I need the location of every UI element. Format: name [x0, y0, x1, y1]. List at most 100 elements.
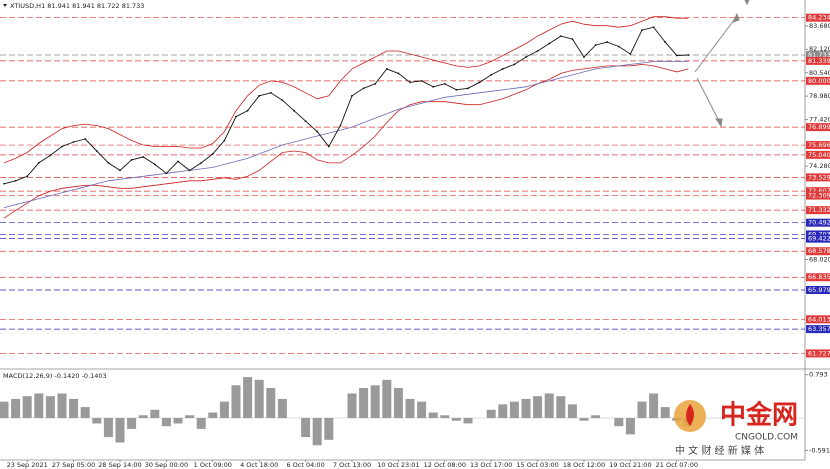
level-label: 76.899	[808, 123, 830, 131]
close-point	[687, 54, 690, 56]
close-point	[316, 130, 319, 133]
close-point	[455, 88, 458, 91]
close-point	[281, 99, 284, 102]
level-label: 80.000	[808, 77, 830, 85]
macd-bar	[208, 412, 218, 418]
y-tick-label: 78.980	[809, 92, 830, 100]
close-point	[641, 29, 643, 32]
level-label: 68.578	[808, 247, 830, 255]
macd-bar	[312, 418, 322, 446]
close-point	[397, 72, 400, 75]
macd-bar	[22, 396, 32, 418]
close-point	[675, 54, 678, 57]
level-label-box	[806, 349, 830, 358]
x-tick-label: 7 Oct 13:00	[333, 461, 371, 469]
macd-bar	[185, 415, 195, 418]
close-point	[188, 169, 191, 172]
close-point	[49, 154, 52, 157]
macd-bar	[161, 418, 171, 427]
macd-bar	[173, 418, 183, 424]
level-label: 84.234	[808, 14, 830, 22]
macd-bar	[324, 418, 334, 440]
macd-bar	[591, 415, 601, 418]
macd-bar	[428, 412, 438, 418]
level-label-box	[806, 273, 830, 282]
macd-bar	[382, 379, 392, 418]
close-point	[536, 50, 539, 52]
chart-title: XTIUSD,H1 81.941 81.941 81.722 81.733	[10, 2, 144, 10]
close-point	[525, 56, 527, 58]
close-point	[84, 138, 87, 140]
y-tick-label: 68.020	[809, 256, 830, 264]
level-label: 72.309	[808, 192, 830, 200]
macd-bar	[637, 401, 647, 418]
close-point	[490, 73, 493, 76]
close-point	[37, 161, 40, 164]
close-point	[362, 87, 365, 90]
close-point	[548, 42, 551, 45]
x-tick-label: 12 Oct 08:00	[424, 461, 466, 469]
macd-bar	[359, 388, 369, 418]
close-point	[269, 91, 272, 94]
level-label-box	[806, 286, 830, 295]
close-point	[629, 53, 632, 55]
close-point	[14, 179, 17, 182]
macd-title: MACD(12,26,9) -0.1420 -0.1403	[3, 372, 107, 380]
y-tick-label: -0.5918	[809, 446, 830, 454]
macd-bar	[0, 401, 9, 418]
level-label-box	[806, 234, 830, 243]
level-label: 69.703	[808, 230, 830, 238]
macd-bar	[440, 415, 450, 418]
x-tick-label: 18 Oct 12:00	[563, 461, 605, 469]
close-point	[594, 44, 597, 46]
close-point	[3, 182, 5, 185]
close-point	[467, 87, 469, 90]
macd-bar	[266, 388, 276, 418]
menu-arrow	[3, 4, 7, 7]
level-label: 70.492	[808, 219, 830, 227]
series-line	[3, 26, 689, 185]
arrows	[694, 0, 750, 128]
close-point	[107, 161, 110, 164]
close-point	[652, 26, 655, 29]
close-point	[223, 139, 226, 142]
level-label: 61.727	[808, 349, 830, 357]
close-point	[501, 68, 504, 70]
close-point	[258, 94, 261, 97]
macd-bar	[370, 385, 380, 418]
x-tick-label: 10 Oct 23:01	[377, 461, 419, 469]
y-tick-label: 82.120	[809, 45, 830, 53]
x-tick-label: 28 Sep 14:00	[98, 461, 141, 469]
macd-bar	[498, 404, 508, 418]
close-point	[72, 141, 75, 143]
level-label: 73.529	[808, 173, 830, 181]
close-point	[130, 159, 133, 161]
watermark-site: CNGOLD.COM	[735, 433, 798, 443]
macd-bar	[301, 418, 311, 438]
close-point	[235, 115, 237, 118]
level-label-box	[806, 325, 830, 334]
x-tick-label: 23 Sep 2021	[7, 461, 48, 469]
macd-bar	[219, 401, 229, 418]
macd-bar	[11, 398, 21, 418]
y-tick-label: 80.540	[809, 69, 830, 77]
macd-bar	[69, 398, 79, 418]
level-label: 81.339	[808, 57, 830, 65]
x-tick-label: 27 Sep 05:00	[52, 461, 95, 469]
close-point	[513, 63, 516, 66]
close-point	[246, 109, 249, 112]
x-tick-label: 19 Oct 21:00	[609, 461, 651, 469]
close-point	[351, 94, 353, 97]
macd-bar	[243, 377, 253, 418]
macd-bar	[405, 398, 415, 418]
macd-bar	[556, 396, 566, 418]
macd-bar	[196, 418, 206, 429]
watermark: 中金网 CNGOLD.COM 中 文 财 经 新 媒 体	[674, 400, 798, 457]
level-label: 69.422	[808, 235, 830, 243]
macd-bar	[417, 401, 427, 418]
macd-bar	[80, 407, 90, 418]
macd-bar	[45, 396, 55, 418]
close-point	[606, 41, 609, 43]
close-point	[153, 163, 156, 166]
